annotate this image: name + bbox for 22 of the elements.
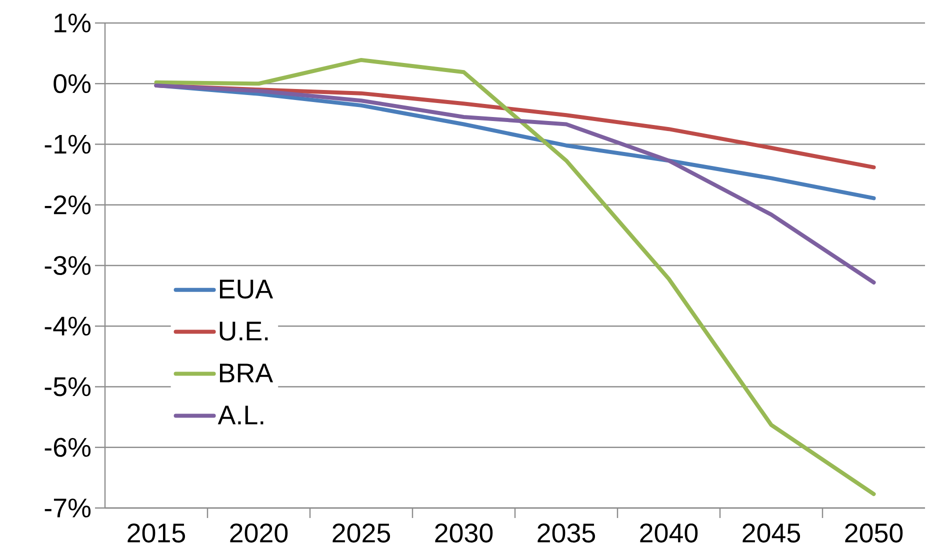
x-tick-label: 2045	[742, 524, 800, 543]
legend-label: A.L.	[218, 406, 264, 424]
y-tick-label: -5%	[44, 377, 91, 396]
x-tick-label: 2040	[640, 524, 698, 543]
x-tick-label: 2030	[435, 524, 493, 543]
x-tick-label: 2035	[538, 524, 596, 543]
y-tick-label: -2%	[44, 195, 91, 214]
legend-label: EUA	[220, 280, 274, 299]
x-tick-label: 2015	[128, 524, 186, 543]
y-tick-label: -3%	[44, 256, 91, 276]
x-tick-label: 2050	[845, 524, 903, 543]
y-tick-label: 0%	[54, 74, 91, 94]
legend-label: BRA	[220, 364, 274, 382]
y-tick-label: -6%	[44, 438, 91, 457]
x-tick-label: 2020	[230, 524, 288, 543]
line-series	[154, 58, 876, 496]
y-tick-label: 1%	[54, 14, 91, 32]
legend-label: U.E.	[220, 322, 268, 341]
y-tick-label: -7%	[44, 498, 91, 518]
x-tick-label: 2025	[332, 524, 390, 543]
y-tick-label: -1%	[44, 134, 91, 154]
y-tick-label: -4%	[44, 316, 91, 336]
